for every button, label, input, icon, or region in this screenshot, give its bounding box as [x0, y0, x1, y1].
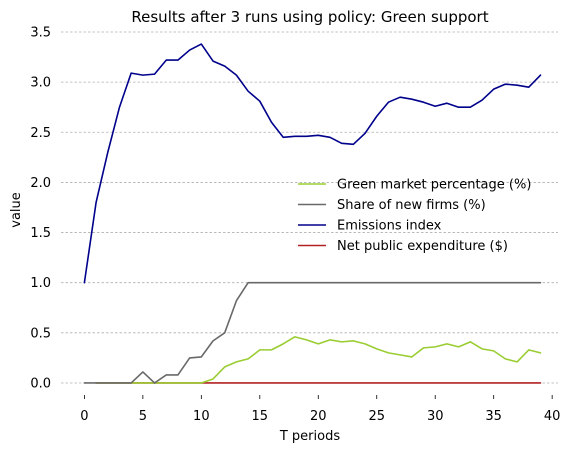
legend-label-green-market-percentage: Green market percentage (%) — [337, 178, 531, 193]
y-tick-label: 3.5 — [30, 26, 51, 41]
y-tick-label: 1.5 — [30, 226, 51, 241]
y-tick-label: 2.5 — [30, 126, 51, 141]
x-tick-label: 20 — [310, 409, 327, 424]
x-axis-ticks: 0 5 10 15 20 25 30 35 40 — [80, 395, 560, 424]
x-tick-label: 15 — [252, 409, 269, 424]
y-axis-label: value — [9, 192, 24, 228]
legend-label-share-of-new-firms: Share of new firms (%) — [337, 198, 486, 213]
chart-title: Results after 3 runs using policy: Green… — [131, 8, 488, 26]
series-line-green-market-percentage — [96, 337, 540, 383]
x-axis-label: T periods — [279, 429, 340, 444]
x-tick-label: 10 — [193, 409, 210, 424]
legend-label-net-public-expenditure: Net public expenditure ($) — [337, 239, 508, 254]
y-tick-label: 1.0 — [30, 276, 51, 291]
x-tick-label: 35 — [485, 409, 502, 424]
y-axis-ticks: 0.0 0.5 1.0 1.5 2.0 2.5 3.0 3.5 — [30, 26, 51, 392]
x-tick-label: 5 — [139, 409, 147, 424]
x-tick-label: 0 — [80, 409, 88, 424]
series-lines — [84, 44, 540, 383]
x-tick-label: 25 — [368, 409, 385, 424]
y-tick-label: 2.0 — [30, 176, 51, 191]
x-tick-label: 30 — [427, 409, 444, 424]
y-tick-label: 0.0 — [30, 376, 51, 391]
y-tick-label: 0.5 — [30, 326, 51, 341]
y-tick-label: 3.0 — [30, 76, 51, 91]
x-tick-label: 40 — [544, 409, 561, 424]
legend: Green market percentage (%) Share of new … — [298, 178, 531, 255]
legend-label-emissions-index: Emissions index — [337, 219, 442, 234]
